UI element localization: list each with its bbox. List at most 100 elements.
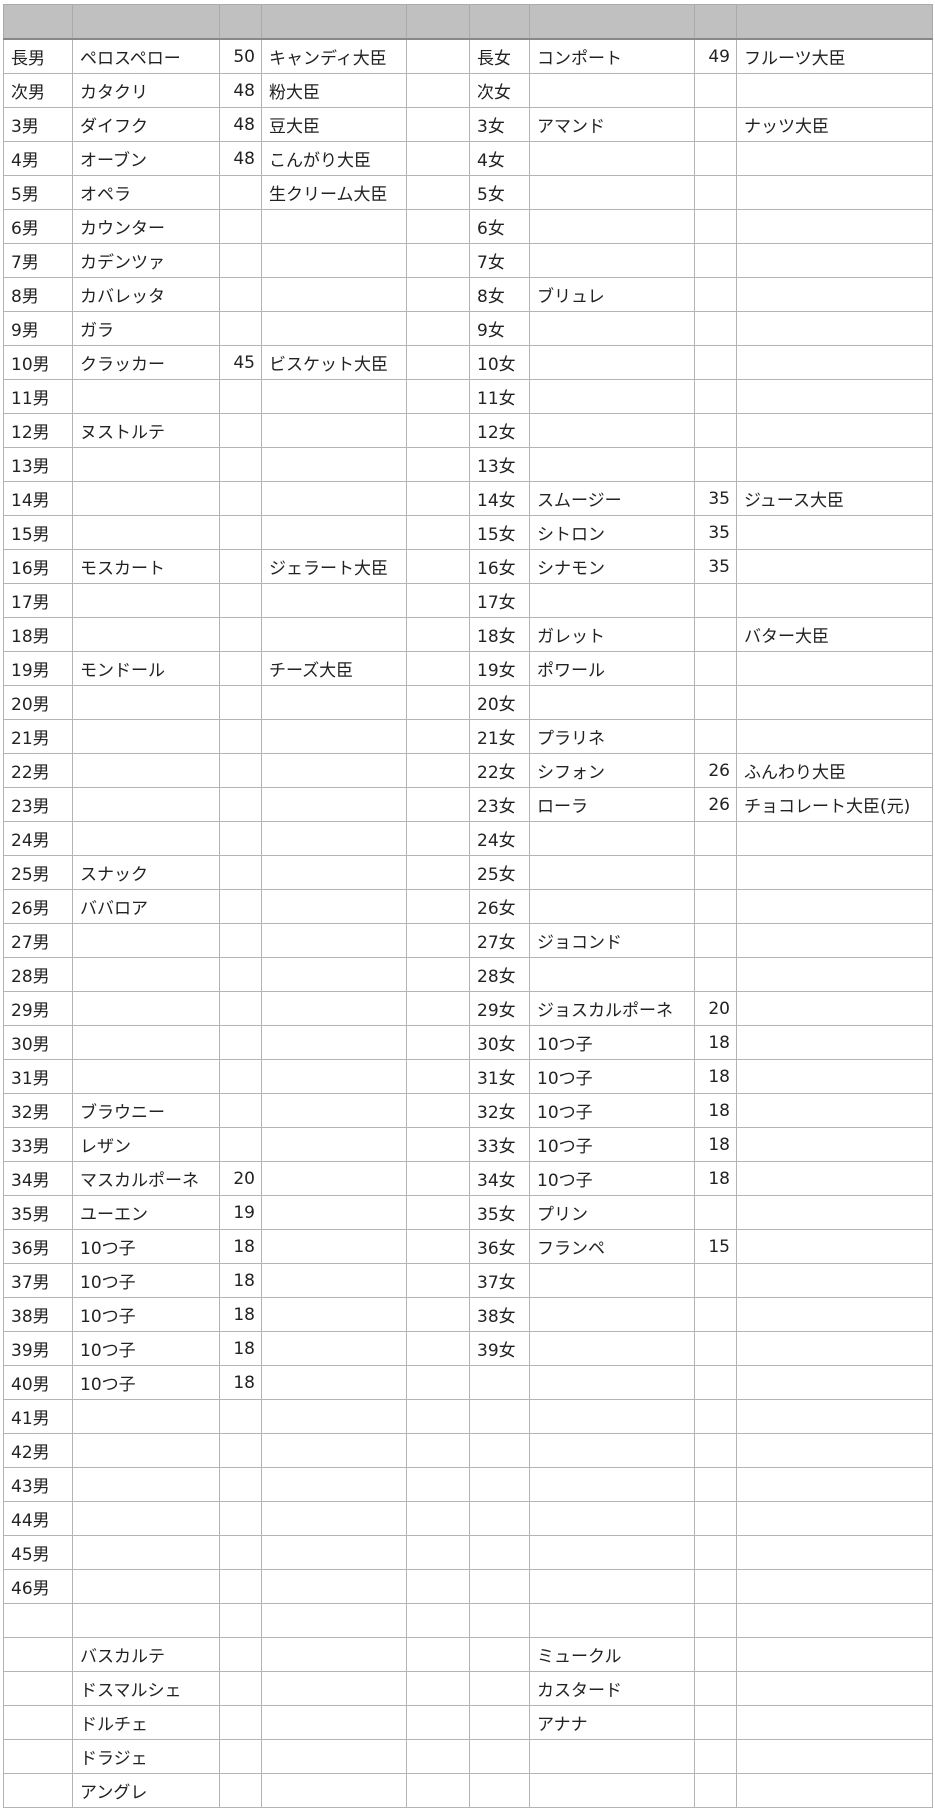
cell-son-rank[interactable]: 33男	[3, 1127, 73, 1162]
cell-son-rank[interactable]: 長男	[3, 38, 73, 74]
cell-son-rank[interactable]	[3, 1705, 73, 1740]
cell-son-name[interactable]: レザン	[72, 1127, 220, 1162]
cell-daughter-name[interactable]	[529, 1297, 695, 1332]
cell-spacer[interactable]	[406, 1739, 470, 1774]
cell-daughter-rank[interactable]: 20女	[469, 685, 530, 720]
cell-son-title[interactable]	[261, 1093, 407, 1128]
cell-daughter-title[interactable]	[736, 1433, 933, 1468]
cell-spacer[interactable]	[406, 651, 470, 686]
cell-son-name[interactable]	[72, 1535, 220, 1570]
cell-daughter-title[interactable]	[736, 243, 933, 278]
cell-daughter-name[interactable]: ジョスカルポーネ	[529, 991, 695, 1026]
cell-daughter-name[interactable]	[529, 175, 695, 210]
cell-son-title[interactable]: ジェラート大臣	[261, 549, 407, 584]
cell-son-title[interactable]	[261, 855, 407, 890]
cell-spacer[interactable]	[406, 787, 470, 822]
cell-daughter-age[interactable]	[694, 209, 737, 244]
cell-son-age[interactable]: 50	[219, 38, 262, 74]
cell-son-title[interactable]	[261, 1297, 407, 1332]
cell-daughter-rank[interactable]	[469, 1467, 530, 1502]
cell-daughter-age[interactable]	[694, 413, 737, 448]
cell-daughter-name[interactable]	[529, 243, 695, 278]
cell-son-age[interactable]	[219, 243, 262, 278]
cell-spacer[interactable]	[406, 107, 470, 142]
cell-daughter-age[interactable]	[694, 311, 737, 346]
cell-spacer[interactable]	[406, 38, 470, 74]
cell-son-age[interactable]	[219, 447, 262, 482]
cell-daughter-age[interactable]	[694, 1739, 737, 1774]
cell-daughter-rank[interactable]: 39女	[469, 1331, 530, 1366]
cell-daughter-name[interactable]: ポワール	[529, 651, 695, 686]
cell-daughter-title[interactable]	[736, 889, 933, 924]
cell-daughter-title[interactable]	[736, 1331, 933, 1366]
cell-daughter-rank[interactable]: 36女	[469, 1229, 530, 1264]
cell-daughter-name[interactable]: スムージー	[529, 481, 695, 516]
cell-son-rank[interactable]: 35男	[3, 1195, 73, 1230]
cell-son-rank[interactable]: 38男	[3, 1297, 73, 1332]
cell-daughter-name[interactable]	[529, 889, 695, 924]
column-header-daughter-rank[interactable]	[469, 4, 530, 40]
cell-daughter-name[interactable]: カスタード	[529, 1671, 695, 1706]
cell-son-rank[interactable]: 41男	[3, 1399, 73, 1434]
cell-son-title[interactable]	[261, 447, 407, 482]
cell-daughter-name[interactable]	[529, 1331, 695, 1366]
cell-daughter-age[interactable]	[694, 447, 737, 482]
cell-daughter-rank[interactable]: 38女	[469, 1297, 530, 1332]
cell-son-rank[interactable]: 43男	[3, 1467, 73, 1502]
cell-son-rank[interactable]: 36男	[3, 1229, 73, 1264]
cell-son-name[interactable]: モンドール	[72, 651, 220, 686]
cell-daughter-title[interactable]	[736, 1467, 933, 1502]
cell-son-rank[interactable]: 18男	[3, 617, 73, 652]
cell-son-title[interactable]	[261, 821, 407, 856]
cell-son-name[interactable]: カウンター	[72, 209, 220, 244]
cell-daughter-age[interactable]: 18	[694, 1025, 737, 1060]
cell-son-age[interactable]	[219, 617, 262, 652]
cell-son-name[interactable]	[72, 1399, 220, 1434]
cell-son-age[interactable]	[219, 175, 262, 210]
cell-daughter-title[interactable]	[736, 1127, 933, 1162]
cell-daughter-title[interactable]	[736, 957, 933, 992]
cell-son-age[interactable]: 48	[219, 141, 262, 176]
cell-daughter-rank[interactable]: 24女	[469, 821, 530, 856]
cell-spacer[interactable]	[406, 583, 470, 618]
cell-son-rank[interactable]: 14男	[3, 481, 73, 516]
cell-spacer[interactable]	[406, 821, 470, 856]
cell-daughter-rank[interactable]: 27女	[469, 923, 530, 958]
cell-daughter-name[interactable]	[529, 413, 695, 448]
cell-son-rank[interactable]: 次男	[3, 73, 73, 108]
cell-son-age[interactable]	[219, 685, 262, 720]
cell-son-rank[interactable]: 13男	[3, 447, 73, 482]
cell-son-rank[interactable]: 26男	[3, 889, 73, 924]
cell-son-title[interactable]	[261, 1569, 407, 1604]
cell-daughter-age[interactable]: 35	[694, 549, 737, 584]
cell-spacer[interactable]	[406, 1161, 470, 1196]
cell-son-age[interactable]	[219, 991, 262, 1026]
cell-daughter-title[interactable]	[736, 277, 933, 312]
column-header-daughter-age[interactable]	[694, 4, 737, 40]
cell-daughter-name[interactable]	[529, 1501, 695, 1536]
cell-daughter-rank[interactable]	[469, 1501, 530, 1536]
cell-daughter-title[interactable]	[736, 1773, 933, 1808]
cell-daughter-title[interactable]	[736, 1059, 933, 1094]
cell-daughter-age[interactable]	[694, 141, 737, 176]
cell-daughter-name[interactable]	[529, 311, 695, 346]
cell-son-name[interactable]	[72, 719, 220, 754]
cell-daughter-title[interactable]	[736, 685, 933, 720]
cell-son-rank[interactable]: 37男	[3, 1263, 73, 1298]
cell-son-rank[interactable]: 20男	[3, 685, 73, 720]
cell-son-age[interactable]	[219, 1399, 262, 1434]
cell-son-age[interactable]: 48	[219, 107, 262, 142]
cell-daughter-rank[interactable]: 26女	[469, 889, 530, 924]
cell-daughter-title[interactable]	[736, 413, 933, 448]
cell-son-name[interactable]: カタクリ	[72, 73, 220, 108]
cell-spacer[interactable]	[406, 345, 470, 380]
cell-daughter-name[interactable]	[529, 855, 695, 890]
cell-spacer[interactable]	[406, 73, 470, 108]
cell-son-rank[interactable]: 25男	[3, 855, 73, 890]
cell-spacer[interactable]	[406, 243, 470, 278]
cell-son-rank[interactable]: 34男	[3, 1161, 73, 1196]
cell-son-rank[interactable]: 16男	[3, 549, 73, 584]
column-header-daughter-name[interactable]	[529, 4, 695, 40]
cell-son-age[interactable]: 48	[219, 73, 262, 108]
cell-son-rank[interactable]	[3, 1739, 73, 1774]
